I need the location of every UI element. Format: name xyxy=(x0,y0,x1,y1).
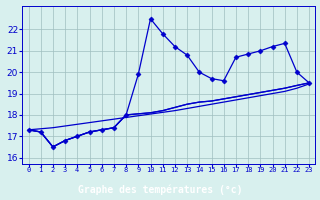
Text: Graphe des températures (°c): Graphe des températures (°c) xyxy=(78,184,242,195)
